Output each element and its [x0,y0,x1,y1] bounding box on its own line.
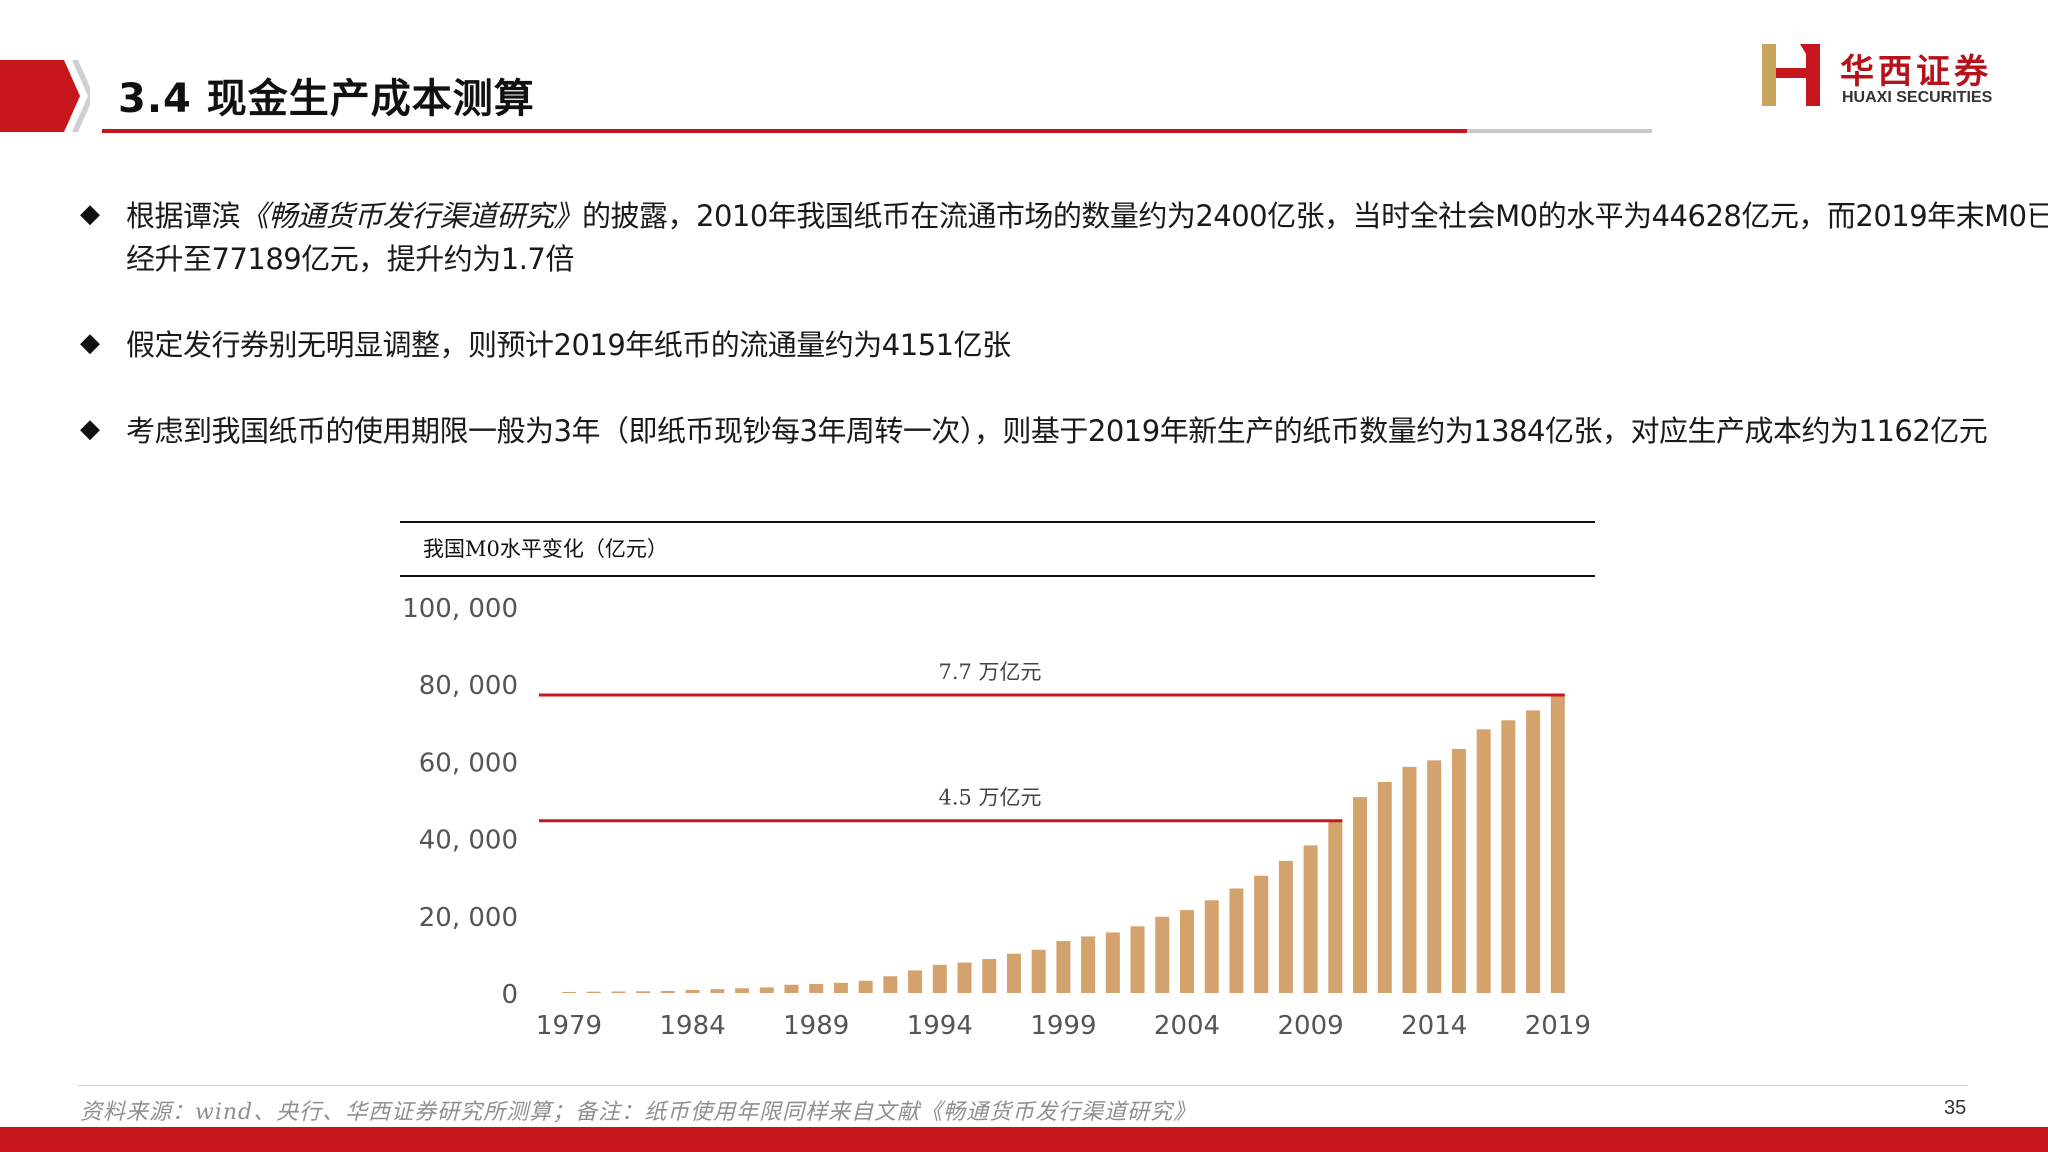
x-tick-label: 2004 [1154,1011,1220,1041]
bullet-text: 根据谭滨《畅通货币发行渠道研究》的披露，2010年我国纸币在流通市场的数量约为2… [126,195,2048,281]
bar-2002 [1130,926,1145,993]
bar-2006 [1229,888,1244,993]
chart-title: 我国M0水平变化（亿元） [423,537,668,561]
bar-2012 [1377,782,1392,993]
bar-1993 [908,970,923,993]
x-tick-label: 1984 [660,1011,726,1041]
bar-2001 [1105,932,1120,993]
source-note: 资料来源：wind、央行、华西证券研究所测算；备注：纸币使用年限同样来自文献《畅… [80,1100,1197,1125]
bar-2015 [1451,748,1466,993]
diamond-bullet-icon: ◆ [80,199,100,229]
bullet-text-pre: 根据谭滨 [126,199,241,233]
diamond-bullet-icon: ◆ [80,414,100,444]
x-tick-label: 1989 [783,1011,849,1041]
x-tick-label: 2009 [1278,1011,1344,1041]
bar-1988 [784,984,799,993]
bar-1992 [883,976,898,993]
logo-name-en: HUAXI SECURITIES [1842,89,1993,106]
huaxi-logo-mark-icon [1762,44,1820,106]
bar-1983 [660,990,675,993]
reference-line-label: 4.5 万亿元 [938,786,1041,810]
bar-1981 [611,991,626,993]
bar-2016 [1476,729,1491,993]
y-tick-label: 60, 000 [419,748,518,778]
y-tick-label: 20, 000 [419,903,518,933]
bar-2004 [1180,910,1194,993]
bar-1985 [710,989,725,993]
reference-line-label: 7.7 万亿元 [938,660,1041,684]
logo-name-cn: 华西证券 [1840,52,1992,92]
x-axis: 1979 1984 1989 1994 1999 2004 2009 2014 2019 [536,1011,1591,1041]
bar-2014 [1427,760,1442,993]
company-logo: 华西证券 HUAXI SECURITIES [1762,44,2007,108]
footer-band [0,1127,2048,1152]
bar-1980 [586,991,601,993]
bar-1991 [858,980,873,993]
bar-1990 [833,982,848,993]
footer-divider [78,1085,1968,1086]
bar-1999 [1056,941,1071,993]
diamond-bullet-icon: ◆ [80,328,100,358]
y-tick-label: 40, 000 [419,826,518,856]
bar-2003 [1155,916,1170,993]
bar-2013 [1402,766,1417,993]
bar-1986 [735,988,750,993]
page-title: 3.4 现金生产成本测算 [118,76,535,122]
bar-2008 [1278,860,1293,993]
bar-2005 [1204,900,1219,993]
bar-2018 [1526,710,1541,993]
bar-2019 [1550,695,1565,993]
bullet-text: 假定发行券别无明显调整，则预计2019年纸币的流通量约为4151亿张 [126,328,1011,362]
title-underline [102,129,1467,133]
bullet-text-post: 的披露，2010年我国纸币在流通市场的数量约为2400亿张，当时全社会M0的水平… [126,199,2048,276]
bar-1982 [636,991,651,993]
bar-2011 [1353,797,1368,993]
bar-1984 [685,989,700,993]
x-tick-label: 1999 [1030,1011,1096,1041]
title-underline-grey [1467,129,1652,133]
bar-1989 [809,983,824,993]
bar-2000 [1081,936,1096,993]
reference-lines: 7.7 万亿元 4.5 万亿元 [539,660,1565,823]
bullet-text: 考虑到我国纸币的使用期限一般为3年（即纸币现钞每3年周转一次），则基于2019年… [126,414,1988,448]
y-axis: 0 20, 000 40, 000 60, 000 80, 000 100, 000 [402,594,518,1010]
bar-1987 [759,987,774,993]
bar-1995 [957,962,972,993]
bar-2009 [1303,845,1318,993]
bullet-book-title: 《畅通货币发行渠道研究》 [240,199,583,233]
bar-2007 [1254,875,1269,993]
x-tick-label: 1979 [536,1011,602,1041]
bar-2010 [1328,820,1343,993]
bar-1979 [562,991,576,993]
bar-1997 [1006,953,1021,993]
bar-2017 [1501,720,1516,993]
x-tick-label: 2014 [1401,1011,1467,1041]
y-tick-label: 80, 000 [419,671,518,701]
x-tick-label: 1994 [907,1011,973,1041]
bar-1998 [1031,949,1046,993]
title-tab-decoration [0,60,90,132]
x-tick-label: 2019 [1525,1011,1591,1041]
y-tick-label: 100, 000 [402,594,518,624]
y-tick-label: 0 [501,980,518,1010]
bar-1994 [932,964,947,993]
bar-series [562,695,1565,993]
bar-1996 [982,959,997,993]
page-number: 35 [1944,1097,1967,1119]
